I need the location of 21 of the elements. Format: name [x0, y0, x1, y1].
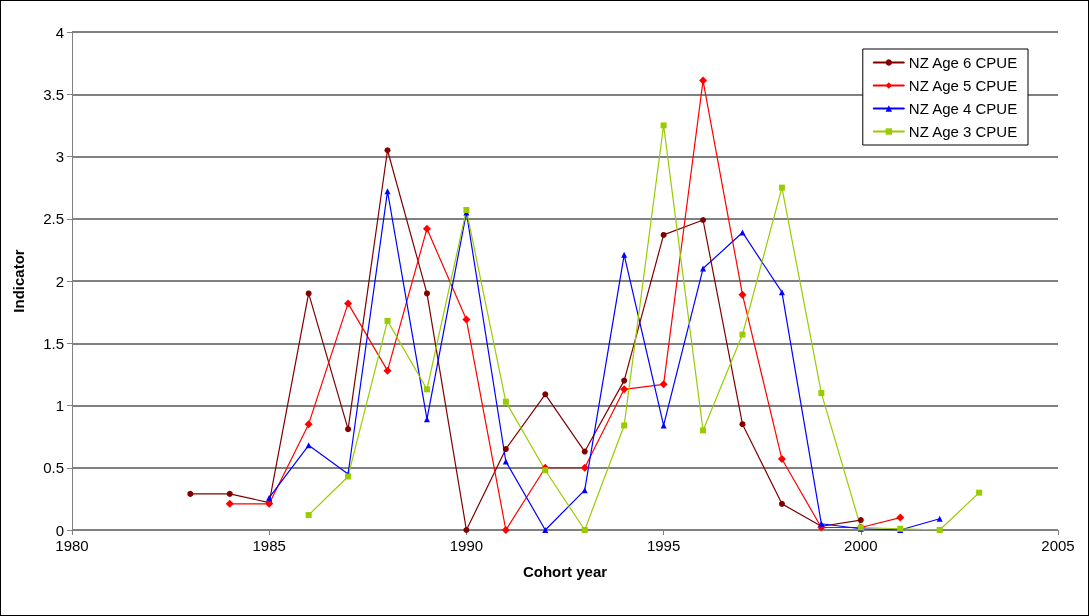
- y-tick-label: 1: [55, 397, 64, 414]
- legend-label: NZ Age 5 CPUE: [908, 77, 1018, 94]
- y-axis-title: Indicator: [10, 249, 27, 313]
- y-tick-label: 0.5: [43, 459, 64, 477]
- x-tick-label: 1980: [55, 537, 89, 554]
- y-tick-label: 3: [55, 148, 64, 165]
- y-tick-label: 1.5: [43, 334, 64, 352]
- y-tick-label: 4: [55, 23, 64, 41]
- x-tick-label: 1990: [449, 537, 484, 554]
- x-tick-label: 1985: [252, 537, 286, 554]
- x-axis-title: Cohort year: [522, 563, 608, 580]
- x-tick-label: 1995: [646, 537, 681, 554]
- legend-label: NZ Age 6 CPUE: [908, 54, 1018, 71]
- legend-label: NZ Age 3 CPUE: [908, 123, 1018, 140]
- x-tick-label: 2000: [844, 537, 878, 554]
- y-tick-label: 2.5: [43, 210, 64, 228]
- y-tick-label: 0: [55, 521, 64, 539]
- y-tick-label: 3.5: [43, 85, 64, 103]
- y-tick-label: 2: [55, 272, 64, 290]
- x-tick-label: 2005: [1041, 537, 1075, 554]
- legend-label: NZ Age 4 CPUE: [908, 100, 1018, 117]
